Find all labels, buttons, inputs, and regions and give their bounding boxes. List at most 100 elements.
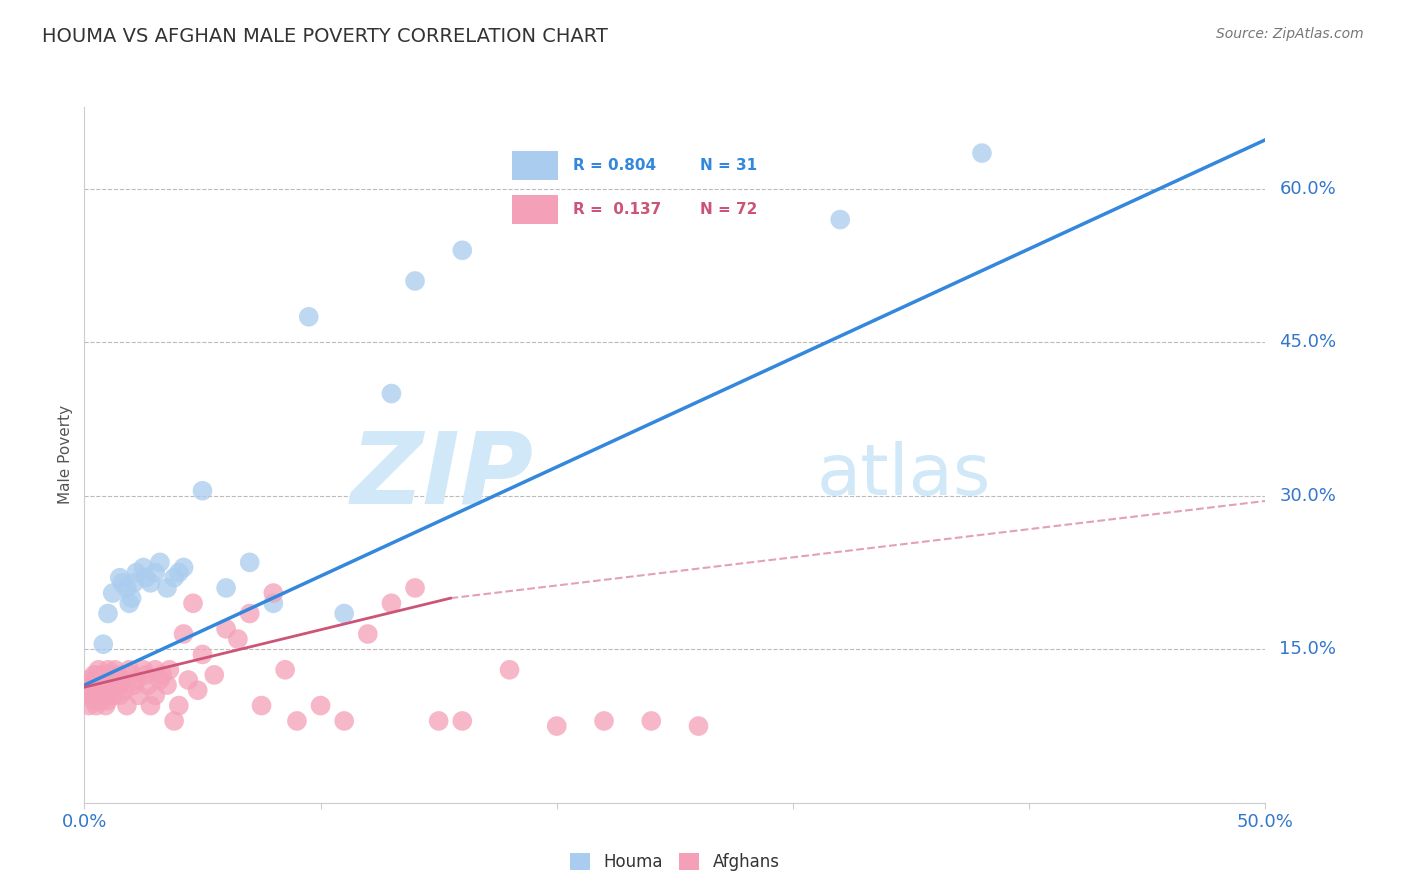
Point (298, 310, 321, 324)
Point (262, 596, 284, 610)
Point (239, 555, 262, 569)
Point (285, 714, 308, 728)
Point (128, 689, 150, 703)
Point (87, 663, 110, 677)
Point (135, 668, 157, 682)
Point (97, 663, 120, 677)
Point (143, 663, 166, 677)
Point (309, 698, 332, 713)
Point (404, 581, 426, 595)
Point (156, 581, 179, 595)
Point (91, 637, 114, 651)
Text: 15.0%: 15.0% (1279, 640, 1337, 658)
Point (191, 648, 214, 662)
Point (94, 698, 117, 713)
Point (139, 698, 162, 713)
Point (121, 591, 143, 606)
FancyBboxPatch shape (512, 195, 558, 224)
Point (101, 586, 124, 600)
Point (177, 673, 200, 687)
Point (83, 693, 105, 707)
Point (143, 689, 166, 703)
Point (80, 689, 103, 703)
Point (191, 483, 214, 498)
Text: ZIP: ZIP (350, 427, 533, 524)
Point (970, 146, 993, 161)
Point (132, 663, 155, 677)
Text: N = 72: N = 72 (700, 202, 758, 217)
Text: Source: ZipAtlas.com: Source: ZipAtlas.com (1216, 27, 1364, 41)
Point (181, 596, 204, 610)
Point (114, 683, 136, 698)
Point (97, 693, 120, 707)
Point (357, 627, 380, 641)
Text: 30.0%: 30.0% (1279, 487, 1336, 505)
Point (108, 689, 131, 703)
Point (122, 678, 145, 692)
Point (132, 560, 155, 574)
Point (156, 678, 179, 692)
Point (125, 566, 148, 580)
Point (150, 668, 173, 682)
Point (122, 575, 145, 590)
Point (187, 683, 209, 698)
Point (76, 678, 98, 692)
Point (451, 714, 474, 728)
Text: 45.0%: 45.0% (1279, 334, 1337, 351)
Point (167, 698, 190, 713)
Point (163, 714, 186, 728)
Point (97, 607, 120, 621)
Text: 60.0%: 60.0% (1279, 180, 1336, 198)
Point (640, 714, 662, 728)
Point (167, 566, 190, 580)
Point (108, 571, 131, 585)
Point (593, 714, 616, 728)
Point (118, 663, 141, 677)
Point (121, 668, 143, 682)
Legend: Houma, Afghans: Houma, Afghans (564, 847, 786, 878)
Text: HOUMA VS AFGHAN MALE POVERTY CORRELATION CHART: HOUMA VS AFGHAN MALE POVERTY CORRELATION… (42, 27, 607, 45)
Text: R =  0.137: R = 0.137 (574, 202, 662, 217)
Point (77, 698, 100, 713)
Point (163, 571, 186, 585)
Point (202, 668, 225, 682)
Point (139, 575, 162, 590)
Point (91, 678, 114, 692)
Point (115, 581, 138, 595)
Text: atlas: atlas (817, 442, 991, 510)
Text: R = 0.804: R = 0.804 (574, 158, 657, 172)
Point (90, 673, 112, 687)
FancyBboxPatch shape (512, 152, 558, 180)
Text: N = 31: N = 31 (700, 158, 758, 172)
Point (546, 719, 568, 733)
Point (380, 386, 402, 401)
Point (84, 698, 107, 713)
Point (215, 622, 238, 636)
Point (239, 607, 262, 621)
Point (91, 668, 114, 682)
Point (173, 627, 195, 641)
Point (77, 673, 100, 687)
Point (149, 673, 172, 687)
Point (84, 668, 107, 682)
Point (498, 663, 520, 677)
Point (215, 581, 238, 595)
Point (111, 575, 134, 590)
Point (104, 663, 127, 677)
Point (250, 698, 273, 713)
Point (101, 673, 124, 687)
Point (87, 689, 110, 703)
Point (149, 555, 172, 569)
Point (427, 714, 450, 728)
Point (157, 663, 180, 677)
Point (83, 668, 105, 682)
Point (80, 683, 103, 698)
Point (84, 678, 107, 692)
Point (262, 586, 284, 600)
Y-axis label: Male Poverty: Male Poverty (58, 405, 73, 505)
Point (98, 678, 121, 692)
Point (333, 607, 356, 621)
Point (115, 698, 138, 713)
Point (274, 663, 297, 677)
Point (98, 668, 121, 682)
